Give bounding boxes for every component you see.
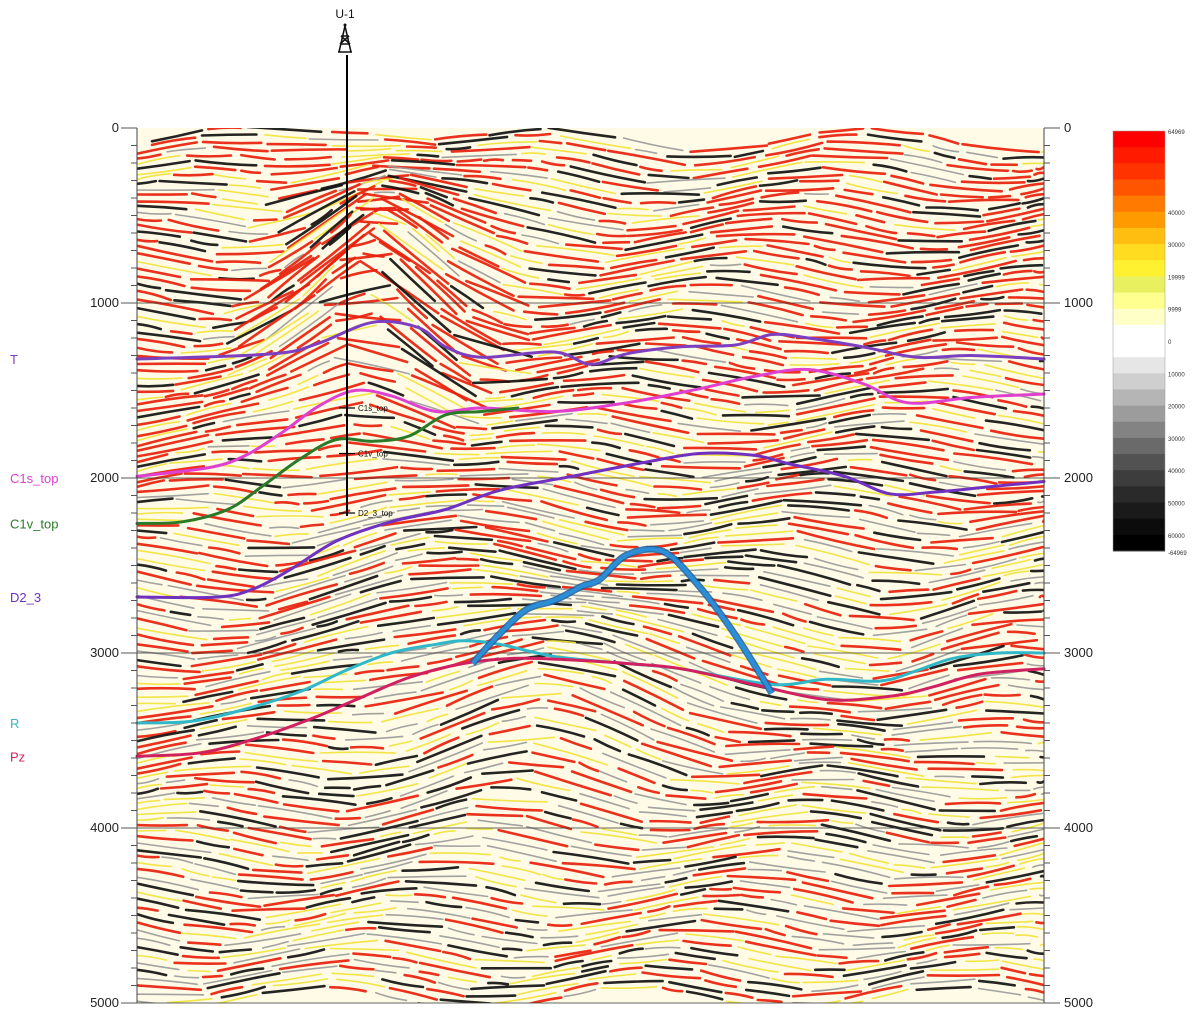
colorbar-label: 60000 <box>1168 534 1185 540</box>
well-u-1: U-1 C1s_top C1v_top D2_3_top <box>335 7 393 518</box>
horizon-label-d2-3: D2_3 <box>10 590 41 605</box>
horizon-c1v-top-line <box>135 406 520 525</box>
colorbar-swatch <box>1113 405 1165 423</box>
derrick-icon <box>338 23 352 53</box>
colorbar-swatch <box>1113 131 1165 148</box>
horizon-d2-3-line <box>135 451 1046 600</box>
right-depth-axis: 0 1000 2000 3000 4000 5000 <box>1043 120 1093 1010</box>
horizon-label-pz: Pz <box>10 749 25 764</box>
colorbar-swatch <box>1113 357 1165 374</box>
horizon-legend: T C1s_top C1v_top D2_3 R Pz <box>10 352 58 764</box>
colorbar-swatch <box>1113 147 1165 164</box>
colorbar-swatch <box>1113 244 1165 261</box>
depth-tick-label: 3000 <box>90 645 119 660</box>
depth-grid <box>137 302 1044 1004</box>
depth-tick-label: 5000 <box>1064 995 1093 1010</box>
colorbar-swatch <box>1113 195 1165 213</box>
colorbar-label: 30000 <box>1168 437 1185 443</box>
colorbar-swatch <box>1113 227 1165 245</box>
colorbar-label: 20000 <box>1168 405 1185 411</box>
colorbar-swatch <box>1113 163 1165 180</box>
colorbar-swatch <box>1113 260 1165 277</box>
horizon-label-c1s-top: C1s_top <box>10 471 58 486</box>
colorbar-swatch <box>1113 373 1165 390</box>
colorbar-label: 10000 <box>1168 372 1185 378</box>
horizon-r-line <box>135 639 1046 725</box>
depth-tick-label: 4000 <box>90 820 119 835</box>
amplitude-colorbar: 64969 40000 30000 19999 9999 0 10000 20000 30000… <box>1112 130 1187 557</box>
well-marker-label: C1s_top <box>358 404 388 413</box>
colorbar-label: 64969 <box>1168 130 1185 136</box>
colorbar-swatch <box>1113 341 1165 358</box>
depth-axes: 0 1000 2000 3000 4000 5000 0 1000 2000 3000 4000 5… <box>90 120 1093 1010</box>
colorbar-label: 0 <box>1168 340 1172 346</box>
depth-tick-label: 5000 <box>90 995 119 1010</box>
depth-tick-label: 2000 <box>1064 470 1093 485</box>
colorbar-swatch <box>1113 534 1165 552</box>
depth-tick-label: 1000 <box>90 295 119 310</box>
colorbar-swatch <box>1113 454 1165 471</box>
horizon-pz-line <box>135 656 1046 758</box>
well-marker-label: D2_3_top <box>358 509 393 518</box>
colorbar-swatch <box>1113 470 1165 487</box>
horizon-c1s-top-line <box>135 367 1046 478</box>
colorbar-label: 19999 <box>1168 275 1185 281</box>
depth-tick-label: 3000 <box>1064 645 1093 660</box>
colorbar-swatch <box>1113 518 1165 536</box>
colorbar-swatch <box>1113 437 1165 455</box>
colorbar-label: 9999 <box>1168 308 1182 314</box>
horizon-label-r: R <box>10 716 19 731</box>
intrusion-outline <box>471 547 774 695</box>
colorbar-swatch <box>1113 308 1165 326</box>
colorbar-swatch <box>1113 389 1165 407</box>
colorbar-label: 50000 <box>1168 502 1185 508</box>
colorbar-label: 30000 <box>1168 243 1185 249</box>
colorbar-label: 40000 <box>1168 211 1185 217</box>
colorbar-swatch <box>1113 292 1165 310</box>
depth-tick-label: 0 <box>1064 120 1071 135</box>
colorbar-swatch <box>1113 324 1165 342</box>
colorbar-swatch <box>1113 502 1165 520</box>
depth-tick-label: 1000 <box>1064 295 1093 310</box>
horizons <box>135 319 1046 758</box>
colorbar-swatch <box>1113 211 1165 229</box>
depth-tick-label: 0 <box>112 120 119 135</box>
colorbar-swatch <box>1113 276 1165 294</box>
depth-tick-label: 2000 <box>90 470 119 485</box>
left-depth-axis: 0 1000 2000 3000 4000 5000 <box>90 120 138 1010</box>
colorbar-label: 40000 <box>1168 469 1185 475</box>
horizon-label-c1v-top: C1v_top <box>10 517 58 532</box>
seismic-amplitude-image <box>137 128 1044 1003</box>
well-name: U-1 <box>335 7 355 21</box>
colorbar-swatch <box>1113 179 1165 197</box>
well-marker-label: C1v_top <box>358 450 388 459</box>
colorbar-swatch <box>1113 486 1165 504</box>
colorbar-swatch <box>1113 421 1165 439</box>
depth-tick-label: 4000 <box>1064 820 1093 835</box>
colorbar-label: -64969 <box>1168 551 1187 557</box>
horizon-label-t: T <box>10 352 18 367</box>
